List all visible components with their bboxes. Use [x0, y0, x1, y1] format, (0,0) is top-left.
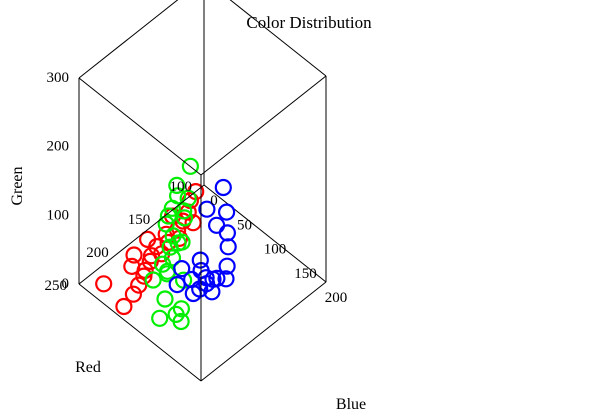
box-edge [229, 0, 327, 77]
data-point [142, 247, 161, 265]
data-point [203, 283, 221, 301]
data-point [208, 216, 226, 234]
data-point [168, 176, 186, 194]
data-point [175, 202, 193, 220]
tick-label: 0 [210, 193, 218, 209]
data-point [156, 290, 174, 308]
data-point [219, 238, 237, 256]
data-point [198, 200, 216, 218]
data-point [163, 249, 182, 267]
y-axis-title: Red [75, 359, 101, 376]
chart-title: Color Distribution [246, 13, 372, 32]
tick-label: 200 [47, 139, 70, 155]
box-front-edges [78, 0, 327, 382]
tick-label: 300 [47, 70, 70, 86]
box-edge [200, 281, 327, 382]
data-point [123, 257, 141, 275]
data-point [183, 270, 201, 289]
data-point [144, 271, 162, 289]
data-point [214, 178, 232, 197]
tick-label: 100 [170, 179, 193, 195]
data-point [163, 199, 181, 217]
data-point [218, 224, 236, 242]
data-point [151, 309, 169, 327]
data-point [173, 260, 191, 278]
data-point [139, 230, 157, 248]
box-edge [200, 75, 327, 176]
tick-label: 100 [264, 242, 287, 258]
tick-label: 0 [62, 276, 70, 292]
data-point [158, 265, 176, 283]
tick-label: 50 [237, 217, 252, 233]
data-point [115, 297, 133, 316]
data-point [135, 267, 153, 285]
data-point [191, 251, 209, 269]
data-point [172, 300, 190, 318]
x-axis-title: Blue [336, 396, 366, 413]
box-edge [203, 184, 327, 283]
tick-label: 200 [325, 290, 348, 306]
data-point [124, 285, 142, 303]
box-back-edges [200, 76, 327, 382]
data-point [172, 312, 190, 331]
box-edge [78, 283, 202, 382]
box-edge [78, 184, 205, 285]
data-point [218, 257, 236, 275]
data-point [217, 270, 235, 288]
data-point [125, 246, 143, 264]
data-points [95, 157, 237, 331]
tick-label: 250 [45, 278, 68, 294]
box-edge [78, 77, 202, 176]
tick-label: 100 [47, 207, 70, 223]
data-point [218, 203, 236, 221]
z-axis-title: Green [9, 166, 26, 205]
tick-label: 150 [294, 266, 317, 282]
data-point [95, 275, 113, 293]
data-point [204, 270, 222, 288]
tick-label: 150 [128, 212, 151, 228]
data-point [181, 157, 199, 175]
data-point [173, 233, 191, 251]
data-point [175, 209, 194, 227]
box-edge [78, 0, 179, 79]
tick-label: 200 [86, 245, 109, 261]
